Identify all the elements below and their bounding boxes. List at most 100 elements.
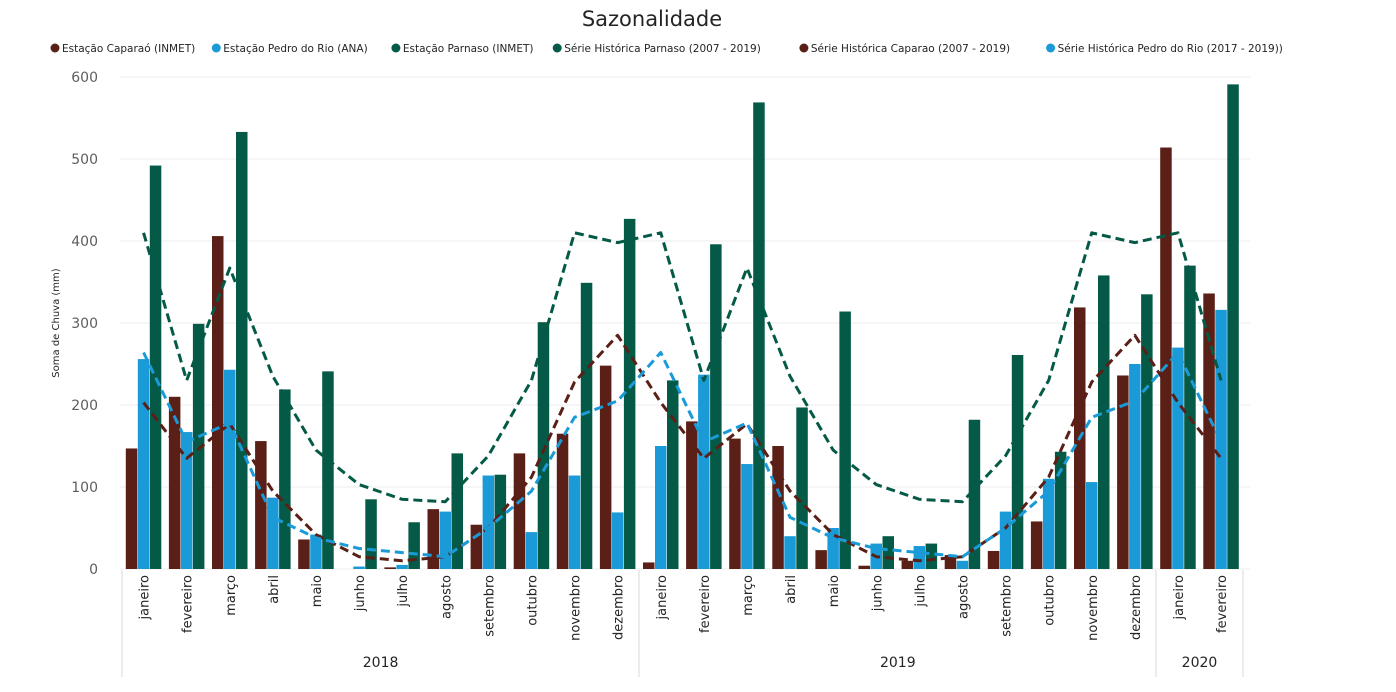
- bar[interactable]: [149, 165, 162, 569]
- bar[interactable]: [451, 453, 464, 569]
- bar[interactable]: [956, 560, 969, 569]
- bar[interactable]: [168, 396, 181, 569]
- bar[interactable]: [212, 236, 224, 569]
- bar[interactable]: [655, 446, 667, 569]
- legend-item[interactable]: Série Histórica Caparao (2007 - 2019): [799, 43, 1010, 55]
- bar[interactable]: [599, 365, 612, 569]
- bar[interactable]: [753, 102, 765, 570]
- bar[interactable]: [1030, 521, 1043, 569]
- x-tick-label: outubro: [1043, 575, 1058, 626]
- bar[interactable]: [427, 509, 440, 569]
- bar[interactable]: [925, 543, 938, 569]
- bar[interactable]: [643, 562, 655, 569]
- bar[interactable]: [1172, 347, 1184, 569]
- bar[interactable]: [944, 555, 957, 569]
- bar[interactable]: [1086, 482, 1098, 569]
- bar[interactable]: [384, 567, 396, 569]
- bar[interactable]: [408, 522, 420, 569]
- bar[interactable]: [192, 323, 205, 569]
- bar[interactable]: [623, 218, 636, 570]
- x-tick-label: fevereiro: [1215, 575, 1230, 633]
- series-line-4[interactable]: [142, 333, 1223, 563]
- bar[interactable]: [1042, 478, 1055, 569]
- bar[interactable]: [556, 433, 569, 569]
- bar[interactable]: [580, 282, 593, 569]
- bar[interactable]: [796, 407, 808, 569]
- x-tick-label: janeiro: [655, 575, 670, 620]
- bar[interactable]: [470, 524, 483, 569]
- bar-series-1[interactable]: [137, 309, 1227, 569]
- bar-series[interactable]: [125, 84, 1239, 570]
- legend-item[interactable]: Estação Pedro do Rio (ANA): [211, 43, 368, 55]
- bar-series-0[interactable]: [125, 147, 1215, 569]
- x-tick-label: dezembro: [612, 575, 627, 640]
- bar[interactable]: [772, 446, 784, 569]
- bar[interactable]: [882, 536, 895, 569]
- legend-label: Série Histórica Parnaso (2007 - 2019): [564, 43, 761, 55]
- bar[interactable]: [1141, 294, 1153, 569]
- year-label: 2019: [880, 655, 916, 671]
- x-tick-label: abril: [267, 575, 282, 604]
- bar[interactable]: [1054, 451, 1067, 569]
- bar[interactable]: [396, 564, 408, 569]
- bar[interactable]: [137, 359, 150, 569]
- bar[interactable]: [310, 534, 322, 569]
- bar[interactable]: [1117, 375, 1129, 569]
- bar[interactable]: [224, 369, 236, 569]
- bar[interactable]: [1160, 147, 1172, 569]
- bar[interactable]: [439, 511, 452, 569]
- line-series[interactable]: [142, 231, 1223, 563]
- bar[interactable]: [537, 322, 550, 569]
- bar[interactable]: [901, 560, 914, 569]
- bar[interactable]: [568, 475, 581, 569]
- bar[interactable]: [815, 550, 827, 569]
- bar[interactable]: [686, 421, 698, 569]
- bar[interactable]: [322, 371, 334, 569]
- bar[interactable]: [1215, 309, 1227, 569]
- bar[interactable]: [1227, 84, 1239, 569]
- bar[interactable]: [525, 532, 538, 569]
- bar[interactable]: [968, 419, 981, 569]
- bar[interactable]: [698, 374, 710, 569]
- bar[interactable]: [365, 499, 377, 569]
- bar[interactable]: [1011, 354, 1024, 569]
- bar[interactable]: [987, 550, 1000, 569]
- bar[interactable]: [236, 131, 248, 569]
- bar[interactable]: [513, 453, 526, 569]
- bar[interactable]: [482, 475, 495, 569]
- x-tick-label: novembro: [1086, 575, 1101, 641]
- legend[interactable]: Estação Caparaó (INMET) Estação Pedro do …: [50, 43, 1283, 55]
- bar[interactable]: [279, 389, 291, 569]
- bar[interactable]: [741, 464, 753, 569]
- bar[interactable]: [494, 474, 507, 569]
- bar[interactable]: [839, 311, 851, 569]
- year-label: 2020: [1182, 655, 1218, 671]
- legend-item[interactable]: Estação Parnaso (INMET): [391, 43, 534, 55]
- bar[interactable]: [1203, 293, 1215, 569]
- bar[interactable]: [267, 497, 279, 569]
- bar[interactable]: [125, 448, 138, 569]
- bar[interactable]: [784, 536, 796, 569]
- y-axis-label: Soma de Chuva (mm): [51, 268, 62, 377]
- bar[interactable]: [827, 528, 839, 569]
- bar[interactable]: [611, 512, 624, 569]
- series-line-5[interactable]: [142, 351, 1223, 559]
- bar[interactable]: [180, 432, 193, 569]
- series-line-3[interactable]: [142, 231, 1223, 504]
- bar[interactable]: [729, 438, 741, 569]
- bar[interactable]: [858, 565, 871, 569]
- legend-item[interactable]: Série Histórica Pedro do Rio (2017 - 201…: [1046, 43, 1283, 55]
- bar[interactable]: [298, 539, 310, 569]
- bar[interactable]: [255, 441, 267, 569]
- bar[interactable]: [710, 244, 722, 569]
- bar[interactable]: [999, 511, 1012, 569]
- bar[interactable]: [1098, 275, 1110, 569]
- bar[interactable]: [1129, 364, 1141, 569]
- bar[interactable]: [913, 546, 926, 569]
- legend-item[interactable]: Estação Caparaó (INMET): [50, 43, 196, 55]
- x-tick-label: janeiro: [1172, 575, 1187, 620]
- legend-swatch: [50, 43, 60, 53]
- legend-item[interactable]: Série Histórica Parnaso (2007 - 2019): [552, 43, 761, 55]
- bar[interactable]: [667, 380, 679, 569]
- bar[interactable]: [353, 566, 365, 569]
